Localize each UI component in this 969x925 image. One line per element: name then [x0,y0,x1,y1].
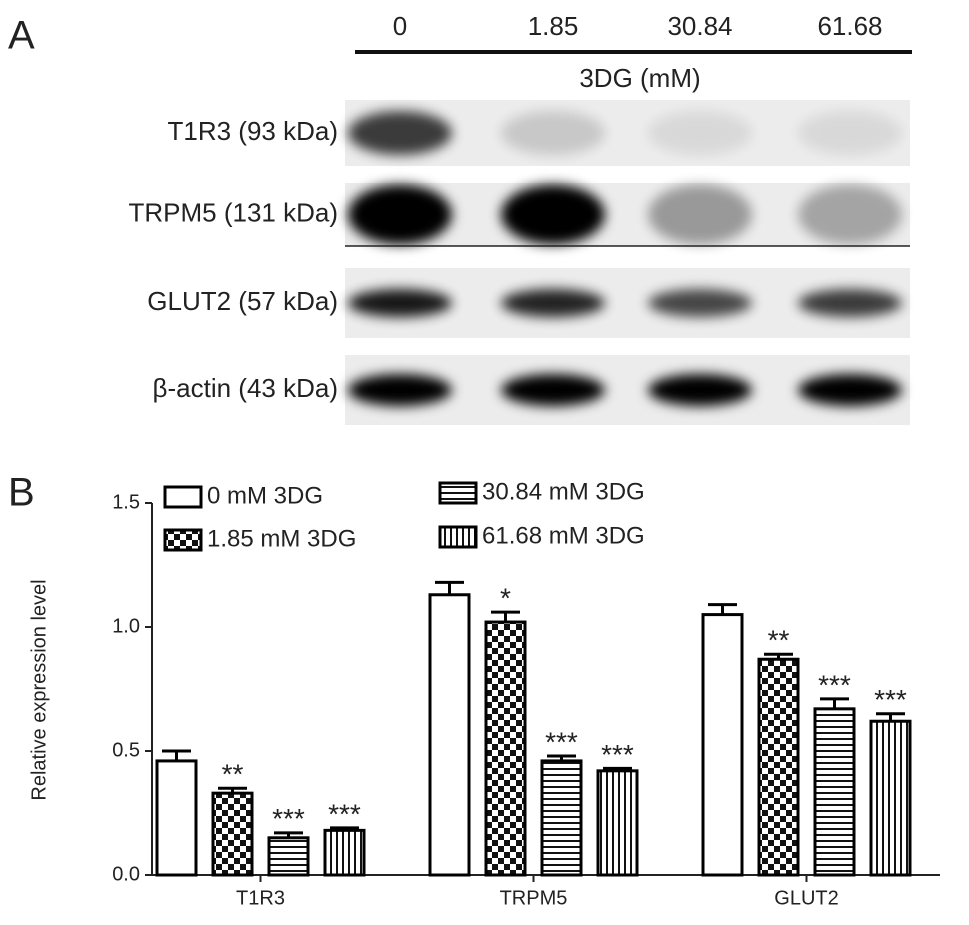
legend-swatch [438,525,478,549]
blot-band [348,374,452,406]
significance-label: *** [874,684,907,715]
row-label: TRPM5 (131 kDa) [129,197,339,227]
x-tick-label: GLUT2 [774,887,838,909]
bar [540,759,583,877]
significance-label: * [500,583,511,614]
legend-swatch [163,528,203,552]
significance-label: *** [328,798,361,829]
legend-swatch [438,481,478,505]
blot-band [798,374,902,406]
significance-label: *** [601,739,634,770]
blot-band [648,111,752,155]
blot-band [648,374,752,406]
legend-label: 61.68 mM 3DG [482,522,645,549]
blot-band [501,289,605,317]
blot-band [501,374,605,406]
blot-band [798,289,902,317]
significance-label: *** [818,669,851,700]
x-tick-label: TRPM5 [500,887,568,909]
blot-band [348,289,452,317]
blot-band [501,111,605,155]
legend-swatch [163,485,203,509]
bar [267,836,310,877]
y-tick-label: 1.0 [112,615,140,637]
y-tick-label: 0.5 [112,739,140,761]
legend-label: 0 mM 3DG [207,482,323,509]
row-label: T1R3 (93 kDa) [168,116,339,146]
bar [813,707,856,877]
panel-label: A [8,14,35,58]
bar [323,828,366,877]
significance-label: *** [272,803,305,834]
legend-label: 1.85 mM 3DG [207,525,356,552]
legend-label: 30.84 mM 3DG [482,478,645,505]
blot-band [501,184,605,245]
blot-band [798,111,902,155]
bar [596,769,639,877]
blot-band [798,184,902,245]
bar [869,719,912,877]
lane-label: 1.85 [528,11,579,41]
bar [428,593,471,877]
row-label: GLUT2 (57 kDa) [147,286,338,316]
significance-label: ** [222,759,244,790]
significance-label: ** [768,625,790,656]
bar [155,759,198,877]
y-axis-label: Relative expression level [28,579,50,800]
blot-band [648,184,752,245]
blot-band [348,184,452,245]
y-tick-label: 1.5 [112,491,140,513]
x-tick-label: T1R3 [236,887,285,909]
panel-label: B [8,471,35,515]
bar [211,791,254,877]
treatment-label: 3DG (mM) [579,63,700,93]
lane-label: 30.84 [667,11,732,41]
bar [484,620,527,877]
bar [701,613,744,877]
significance-label: *** [545,726,578,757]
row-label: β-actin (43 kDa) [153,373,338,403]
blot-band [348,111,452,155]
lane-label: 61.68 [817,11,882,41]
lane-label: 0 [393,11,407,41]
blot-band [648,289,752,317]
bar [757,657,800,877]
blot [345,100,910,425]
y-tick-label: 0.0 [112,863,140,885]
